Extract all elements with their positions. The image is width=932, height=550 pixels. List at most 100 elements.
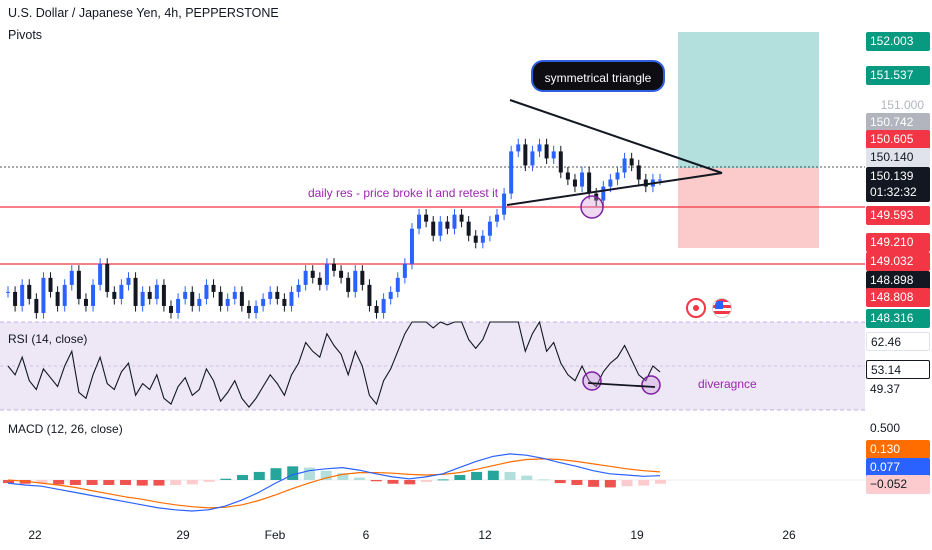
candle-body[interactable]	[339, 270, 344, 278]
candle-body[interactable]	[13, 291, 18, 306]
rsi-line[interactable]	[7, 320, 661, 408]
candle-body[interactable]	[20, 284, 25, 306]
candle-body[interactable]	[530, 151, 535, 166]
candle-body[interactable]	[119, 284, 124, 299]
candle-body[interactable]	[480, 235, 485, 243]
candle-body[interactable]	[91, 284, 96, 306]
candle-body[interactable]	[98, 263, 103, 285]
candle-body[interactable]	[332, 263, 336, 271]
candle-body[interactable]	[537, 144, 542, 152]
candle-body[interactable]	[254, 305, 259, 313]
divergence-circle-right[interactable]	[641, 375, 661, 395]
candle-body[interactable]	[580, 172, 585, 187]
candle-body[interactable]	[466, 221, 471, 236]
chart-title[interactable]: U.S. Dollar / Japanese Yen, 4h, PEPPERST…	[8, 6, 279, 20]
candle-body[interactable]	[388, 291, 393, 299]
candle-body[interactable]	[346, 277, 351, 292]
candle-body[interactable]	[232, 291, 237, 299]
candle-body[interactable]	[658, 179, 662, 181]
candle-body[interactable]	[62, 284, 67, 306]
candle-body[interactable]	[615, 172, 620, 180]
economic-event-icon[interactable]	[686, 298, 706, 318]
candle-body[interactable]	[83, 298, 88, 306]
candle-body[interactable]	[76, 270, 81, 299]
rsi-label[interactable]: RSI (14, close)	[8, 332, 88, 346]
candle-body[interactable]	[112, 291, 117, 299]
candle-body[interactable]	[360, 270, 365, 285]
candle-body[interactable]	[275, 291, 280, 299]
candle-body[interactable]	[565, 172, 570, 180]
candle-body[interactable]	[27, 284, 32, 299]
divergence-note[interactable]: diveragnce	[698, 377, 757, 391]
us-flag-icon[interactable]	[712, 298, 732, 318]
candle-body[interactable]	[417, 214, 422, 229]
stop-zone[interactable]	[678, 168, 819, 248]
candle-body[interactable]	[34, 298, 39, 313]
candle-body[interactable]	[395, 277, 400, 292]
candle-body[interactable]	[353, 270, 358, 292]
candle-body[interactable]	[183, 291, 188, 299]
candle-body[interactable]	[48, 277, 53, 292]
candle-body[interactable]	[459, 214, 464, 222]
candle-body[interactable]	[218, 291, 223, 306]
candle-body[interactable]	[246, 305, 251, 313]
candle-body[interactable]	[438, 221, 443, 236]
candle-body[interactable]	[147, 291, 152, 299]
candle-body[interactable]	[636, 165, 641, 180]
candle-body[interactable]	[409, 228, 414, 264]
candle-body[interactable]	[317, 277, 322, 285]
candle-body[interactable]	[509, 151, 514, 194]
candle-body[interactable]	[374, 305, 379, 313]
pattern-label[interactable]: symmetrical triangle	[531, 60, 665, 92]
triangle-lower-line[interactable]	[506, 172, 723, 206]
candle-body[interactable]	[487, 221, 492, 236]
candle-body[interactable]	[310, 270, 315, 278]
candle-body[interactable]	[161, 284, 166, 306]
candle-body[interactable]	[502, 193, 507, 215]
candle-body[interactable]	[154, 284, 159, 299]
candle-body[interactable]	[558, 151, 563, 173]
candle-body[interactable]	[190, 291, 195, 306]
candle-body[interactable]	[204, 284, 209, 299]
divergence-line[interactable]	[587, 382, 656, 388]
candles-layer[interactable]	[6, 138, 662, 319]
candle-body[interactable]	[324, 263, 329, 285]
candle-body[interactable]	[69, 270, 74, 285]
candle-body[interactable]	[523, 144, 528, 166]
candle-body[interactable]	[572, 179, 577, 187]
support-note[interactable]: daily res - price broke it and retest it	[308, 186, 499, 200]
candle-body[interactable]	[225, 298, 230, 306]
candle-body[interactable]	[268, 291, 273, 299]
candle-body[interactable]	[601, 186, 606, 201]
candle-body[interactable]	[452, 214, 457, 229]
candle-body[interactable]	[424, 214, 429, 222]
indicator-label-pivots[interactable]: Pivots	[8, 28, 43, 42]
macd-histogram[interactable]	[3, 466, 666, 488]
candle-body[interactable]	[544, 144, 549, 159]
candle-body[interactable]	[431, 221, 436, 236]
signal-line[interactable]	[7, 458, 661, 509]
candle-body[interactable]	[608, 179, 613, 187]
candle-body[interactable]	[169, 305, 173, 313]
divergence-circle-left[interactable]	[582, 371, 602, 391]
candle-body[interactable]	[261, 298, 266, 306]
candle-body[interactable]	[551, 151, 556, 159]
candle-body[interactable]	[282, 298, 287, 306]
candle-body[interactable]	[587, 172, 592, 194]
candle-body[interactable]	[6, 291, 10, 293]
candle-body[interactable]	[239, 291, 244, 306]
retest-circle[interactable]	[580, 195, 604, 219]
candle-body[interactable]	[176, 298, 181, 313]
candle-body[interactable]	[211, 284, 216, 292]
macd-label[interactable]: MACD (12, 26, close)	[8, 422, 123, 436]
candle-body[interactable]	[140, 291, 145, 306]
candle-body[interactable]	[402, 263, 407, 278]
candle-body[interactable]	[473, 235, 478, 243]
candle-body[interactable]	[381, 298, 386, 313]
candle-body[interactable]	[516, 144, 521, 152]
candle-body[interactable]	[622, 158, 627, 173]
candle-body[interactable]	[643, 179, 648, 187]
target-zone[interactable]	[678, 32, 819, 168]
candle-body[interactable]	[126, 277, 131, 285]
